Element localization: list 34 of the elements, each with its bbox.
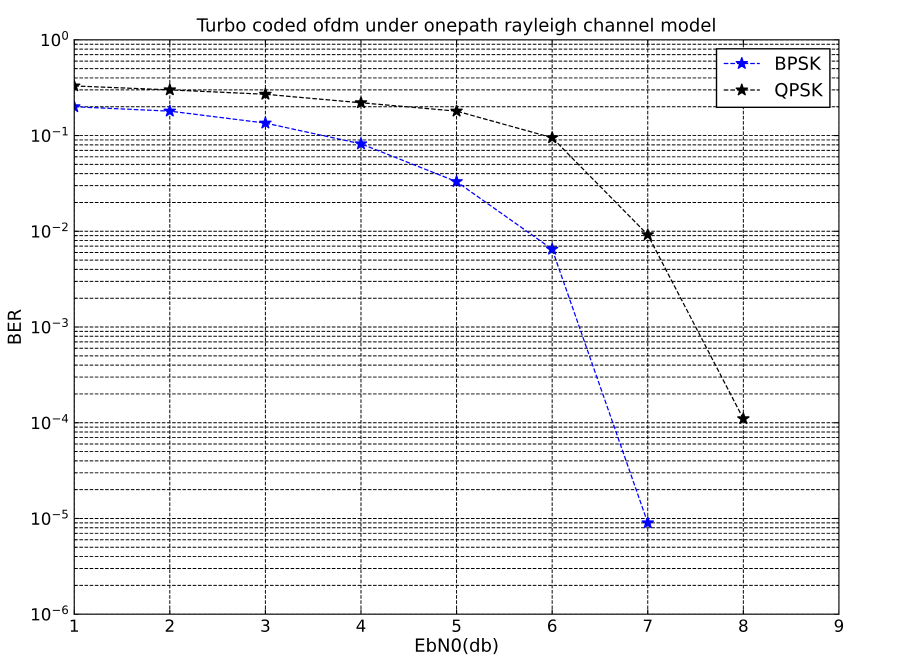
point [258,87,272,100]
y-axis-title: BER [8,309,21,344]
point [641,228,654,240]
x-axis-title: EbN0(db) [416,638,498,654]
point [546,242,559,255]
x-tick-label: 8 [739,619,748,632]
x-tick-label: 5 [452,620,460,632]
y-tick-label: 10$^{−5}$ [32,510,68,525]
point [546,130,559,144]
x-tick-label: 6 [548,619,556,632]
point [641,516,654,528]
x-tick-label: 9 [834,619,844,632]
point [163,83,176,96]
legend-label: BPSK [776,56,822,70]
legend-label: QPSK [775,82,824,99]
x-tick-label: 3 [261,619,270,632]
y-tick-label: 10$^{−6}$ [32,605,68,621]
point [736,412,750,424]
x-tick-label: 2 [166,619,174,632]
point [163,104,176,117]
point [450,174,464,188]
y-tick-label: 10$^{−2}$ [32,222,68,238]
y-tick-label: 10$^{−1}$ [32,126,68,142]
y-tick-label: 10$^{−4}$ [32,414,68,430]
x-tick-label: 7 [644,620,652,632]
x-tick-label: 1 [70,620,78,632]
y-tick-label: 10$^{0}$ [42,31,68,46]
y-tick-label: 10$^{−3}$ [32,318,68,334]
point [450,104,464,117]
x-tick-label: 4 [356,620,366,632]
point [354,96,368,108]
chart-title: Turbo coded ofdm under onepath rayleigh channel model [196,18,715,36]
point [258,116,272,129]
point [354,137,368,150]
